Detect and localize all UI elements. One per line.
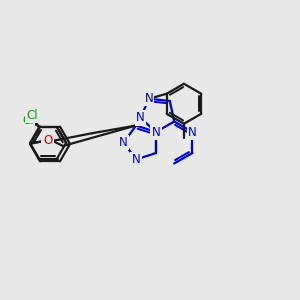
Text: O: O — [44, 134, 52, 148]
Text: N: N — [145, 92, 153, 105]
Text: N: N — [136, 111, 145, 124]
Text: N: N — [119, 136, 128, 149]
Text: N: N — [152, 125, 160, 139]
Text: N: N — [132, 153, 140, 166]
Text: Cl: Cl — [22, 114, 34, 127]
Text: O: O — [42, 134, 52, 146]
Text: N: N — [188, 125, 197, 139]
Text: Cl: Cl — [26, 109, 38, 122]
